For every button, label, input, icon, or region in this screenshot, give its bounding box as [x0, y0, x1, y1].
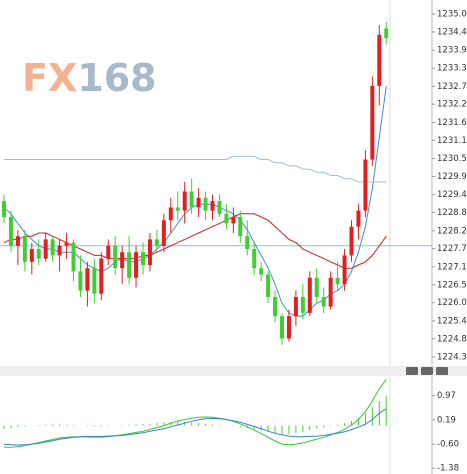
candle-body: [15, 236, 20, 246]
y-tick-label: 1232.23: [437, 100, 467, 110]
y-tick-label: 1226.02: [437, 298, 467, 308]
candle-body: [252, 249, 257, 269]
candle-body: [245, 236, 250, 250]
candle-body: [92, 268, 97, 294]
y-tick-label: 1232.79: [437, 82, 467, 92]
y-tick-label: 1231.66: [437, 118, 467, 128]
y-tick-label: 1227.71: [437, 244, 467, 254]
watermark-fx: FX: [22, 56, 77, 100]
candle-body: [2, 201, 6, 218]
y-tick-label: 1233.92: [437, 46, 467, 56]
candle-body: [286, 316, 291, 339]
candle-body: [238, 217, 243, 237]
y-tick-label: 1224.89: [437, 334, 467, 344]
candle-body: [43, 239, 48, 259]
watermark: FX168: [22, 56, 157, 100]
y-tick-label: 1228.27: [437, 226, 467, 236]
candle-body: [134, 252, 139, 278]
candle-body: [175, 207, 180, 211]
candle-body: [300, 296, 305, 313]
candle-body: [314, 277, 319, 297]
moving-average: [4, 155, 387, 183]
candle-body: [335, 277, 340, 285]
candle-body: [273, 296, 278, 317]
panel-divider: [0, 366, 467, 376]
candle-body: [349, 226, 354, 256]
watermark-number: 168: [77, 56, 156, 100]
candle-body: [196, 197, 201, 208]
candle-body: [210, 201, 215, 211]
candle-body: [154, 239, 159, 246]
candle-body: [8, 217, 13, 246]
candle-body: [120, 252, 125, 269]
marks: 1235.05 1234.49 1233.92 1233.36 1232.79 1232.…: [0, 10, 467, 474]
candle-body: [64, 242, 69, 246]
candle-body: [356, 210, 361, 227]
y-tick-label: 1234.49: [437, 27, 467, 37]
candle-body: [161, 220, 166, 246]
y-tick-label: 1228.84: [437, 208, 467, 218]
y-tick-label: 1233.36: [437, 64, 467, 74]
candle-body: [370, 85, 375, 160]
candle-body: [182, 191, 187, 211]
candle-body: [168, 207, 173, 221]
candle-body: [363, 159, 368, 211]
macd-line: [3, 408, 387, 446]
minimize-button[interactable]: [406, 367, 418, 375]
y-tick-label: 1231.10: [437, 136, 467, 146]
y-tick-label: 1229.40: [437, 190, 467, 200]
candle-body: [342, 255, 347, 285]
candle-body: [328, 277, 333, 307]
y-tick-label: 1227.14: [437, 262, 467, 272]
candle-body: [307, 277, 312, 313]
candle-body: [71, 242, 76, 272]
candle-body: [224, 213, 229, 224]
candle-body: [29, 249, 34, 262]
candle-body: [377, 34, 382, 86]
y-tick-label: 0.97: [437, 391, 456, 401]
candle-body: [293, 296, 298, 317]
y-tick-label: 1230.53: [437, 154, 467, 164]
candle-body: [147, 239, 152, 265]
y-tick-label: 1224.32: [437, 353, 467, 363]
candle-body: [259, 268, 264, 275]
candle-body: [266, 274, 271, 297]
candle-body: [99, 258, 104, 294]
y-tick-label: 1235.05: [437, 10, 467, 20]
y-tick-label: 1225.45: [437, 316, 467, 326]
candle-body: [280, 316, 284, 339]
candle-body: [321, 296, 326, 307]
candle-body: [78, 271, 83, 291]
macd-line: [4, 379, 387, 448]
candle-body: [50, 239, 55, 256]
candle-body: [384, 28, 389, 39]
candle-body: [127, 252, 132, 278]
candle-body: [217, 201, 222, 214]
y-tick-label: 1229.97: [437, 172, 467, 182]
y-tick-label: -0.60: [437, 440, 459, 450]
candle-body: [22, 236, 27, 262]
y-tick-label: -1.38: [437, 464, 459, 474]
candle-body: [36, 249, 41, 259]
y-tick-label: 1226.58: [437, 280, 467, 290]
candle-body: [141, 252, 145, 265]
candle-body: [57, 245, 62, 256]
candle-body: [203, 197, 208, 211]
candle-body: [106, 245, 111, 259]
maximize-button[interactable]: [421, 367, 433, 375]
y-tick-label: 0.19: [437, 415, 456, 425]
candle-body: [113, 245, 118, 269]
candle-body: [189, 191, 194, 208]
candle-body: [231, 217, 236, 224]
close-button[interactable]: [436, 367, 448, 375]
candle-body: [85, 268, 90, 291]
